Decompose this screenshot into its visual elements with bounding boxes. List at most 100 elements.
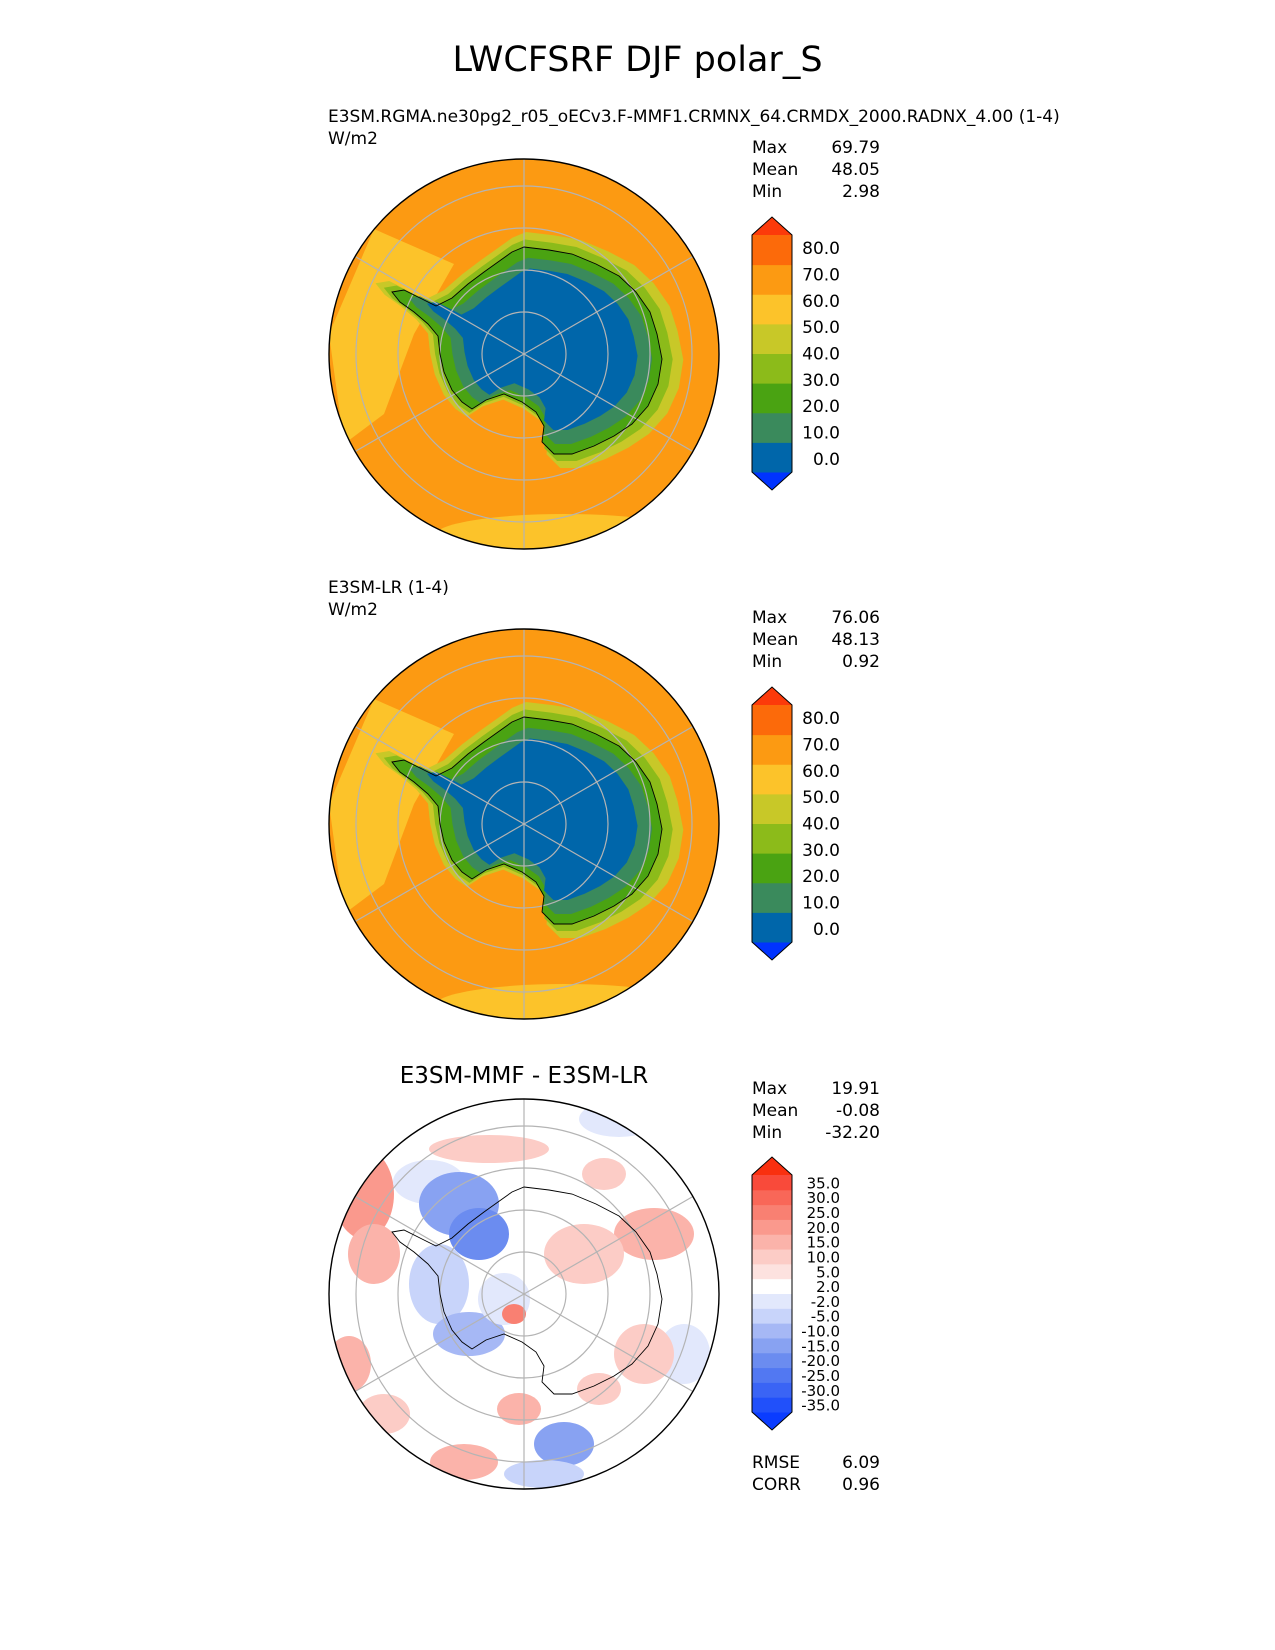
colorbar-segment	[752, 734, 792, 765]
colorbar-tick-label: 70.0	[802, 266, 840, 286]
anomaly-patch	[449, 1208, 509, 1260]
colorbar-tick-label: 20.0	[807, 1219, 840, 1237]
colorbar-segment	[752, 1234, 792, 1250]
colorbar-tick-label: 30.0	[807, 1189, 840, 1207]
anomaly-patch	[502, 1304, 526, 1324]
meridian-line	[354, 823, 525, 923]
colorbar-segment	[752, 1249, 792, 1265]
colorbar-segment	[752, 1175, 792, 1191]
stat-label: Min	[752, 182, 783, 202]
colorbar-segment	[752, 442, 792, 473]
colorbar-segment	[752, 882, 792, 913]
stat-value: 0.96	[842, 1475, 880, 1495]
colorbar-tick-label: 50.0	[802, 788, 840, 808]
colorbar-segment	[752, 412, 792, 443]
colorbar-segment	[752, 1263, 792, 1280]
colorbar-tick-label: 10.0	[807, 1248, 840, 1266]
panel-2-title: E3SM-LR (1-4)	[328, 578, 449, 598]
anomaly-patch	[614, 1208, 694, 1260]
meridian-line	[354, 353, 525, 453]
panel-3-stats: Max 19.91 Mean -0.08 Min -32.20	[752, 1078, 880, 1144]
meridian-line	[523, 1293, 694, 1393]
meridian-line	[523, 725, 694, 825]
panel-1-units: W/m2	[328, 129, 378, 149]
colorbar-extend-high	[752, 687, 792, 705]
anomaly-patch	[358, 1394, 410, 1434]
stat-label: Mean	[752, 630, 799, 650]
anomaly-patch	[534, 1422, 594, 1466]
colorbar-segment	[752, 823, 792, 854]
colorbar-segment	[752, 1308, 792, 1324]
stat-label: RMSE	[752, 1453, 801, 1473]
colorbar-tick-label: -30.0	[801, 1382, 840, 1400]
stat-label: Min	[752, 1123, 783, 1143]
stat-value: -32.20	[825, 1123, 880, 1143]
colorbar-outline	[751, 1156, 793, 1431]
colorbar-segment	[752, 1323, 792, 1339]
panel-3-colorbar: 35.030.025.020.015.010.05.02.0-2.0-5.0-1…	[751, 1156, 840, 1431]
colorbar-tick-label: 40.0	[802, 345, 840, 365]
colorbar-tick-label: -15.0	[801, 1337, 840, 1355]
colorbar-tick-label: 0.0	[813, 920, 840, 940]
colorbar-tick-label: 70.0	[802, 736, 840, 756]
coastline	[391, 1186, 663, 1395]
anomaly-patch	[329, 1336, 371, 1392]
colorbar-segment	[752, 1219, 792, 1235]
stat-value: 6.09	[842, 1453, 880, 1473]
stat-label: Mean	[752, 1101, 799, 1121]
colorbar-extend-high	[752, 1157, 792, 1175]
stat-value: 69.79	[831, 138, 880, 158]
colorbar-segment	[752, 235, 792, 266]
stat-value: 76.06	[831, 608, 880, 628]
colorbar-segment	[752, 1293, 792, 1309]
anomaly-patch	[433, 1312, 505, 1356]
meridian-line	[523, 823, 694, 923]
coastline	[391, 716, 663, 925]
meridian-line	[354, 1195, 525, 1295]
panel-1-map	[328, 158, 720, 550]
map-boundary	[328, 1098, 720, 1490]
colorbar-segment	[752, 705, 792, 736]
ocean-band-bottom	[434, 514, 694, 549]
panel-2-map	[328, 628, 720, 1020]
colorbar-tick-label: 20.0	[802, 867, 840, 887]
figure-title: LWCFSRF DJF polar_S	[452, 40, 823, 80]
colorbar-extend-low	[752, 1412, 792, 1430]
stat-value: 0.92	[842, 652, 880, 672]
stat-value: 2.98	[842, 182, 880, 202]
colorbar-segment	[752, 1352, 792, 1369]
colorbar-outline	[751, 216, 793, 491]
colorbar-segment	[752, 1337, 792, 1354]
colorbar-tick-label: 60.0	[802, 762, 840, 782]
panel-2-stats: Max 76.06 Mean 48.13 Min 0.92	[752, 607, 880, 673]
anomaly-patch	[334, 1149, 394, 1239]
colorbar-extend-high	[752, 217, 792, 235]
colorbar-tick-label: -10.0	[801, 1323, 840, 1341]
colorbar-tick-label: 80.0	[802, 239, 840, 259]
anomaly-patch	[430, 1444, 498, 1480]
colorbar-segment	[752, 323, 792, 354]
ocean-band-bottom	[434, 984, 694, 1019]
colorbar-outline	[751, 686, 793, 961]
stat-value: -0.08	[836, 1101, 880, 1121]
anomaly-patch	[429, 1135, 549, 1163]
meridian-line	[523, 1195, 694, 1295]
anomaly-patch	[614, 1324, 674, 1384]
anomaly-patch	[582, 1158, 626, 1190]
colorbar-tick-label: 0.0	[813, 450, 840, 470]
panel-3-title: E3SM-MMF - E3SM-LR	[399, 1063, 649, 1089]
colorbar-tick-label: 20.0	[802, 397, 840, 417]
anomaly-patch	[579, 1101, 659, 1137]
colorbar-tick-label: 10.0	[802, 894, 840, 914]
colorbar-segment	[752, 264, 792, 295]
colorbar-segment	[752, 853, 792, 884]
colorbar-tick-label: 25.0	[807, 1204, 840, 1222]
colorbar-segment	[752, 294, 792, 325]
colorbar-segment	[752, 1397, 792, 1413]
stat-label: Max	[752, 138, 788, 158]
panel-2-units: W/m2	[328, 600, 378, 620]
colorbar-tick-label: -25.0	[801, 1367, 840, 1385]
panel-2-colorbar: 80.0 70.0 60.0 50.0 40.0 30.0 20.0 10.0 0.0	[751, 686, 840, 961]
meridian-line	[354, 255, 525, 355]
colorbar-tick-label: 35.0	[807, 1174, 840, 1192]
